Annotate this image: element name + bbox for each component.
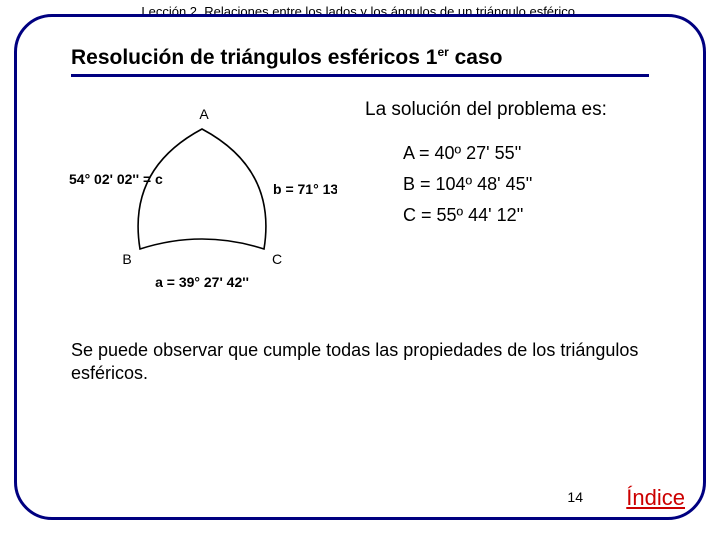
title-post: caso (449, 46, 503, 69)
observation-text: Se puede observar que cumple todas las p… (71, 339, 649, 386)
vertex-A-label: A (199, 106, 209, 122)
index-link[interactable]: Índice (626, 485, 685, 511)
slide-title: Resolución de triángulos esféricos 1er c… (71, 45, 649, 70)
spherical-triangle-diagram: A B C 54° 02' 02'' = c b = 71° 13' 15'' … (67, 99, 337, 299)
solution-A: A = 40º 27' 55'' (403, 143, 663, 164)
solution-column: La solución del problema es: A = 40º 27'… (365, 99, 663, 299)
side-a-label: a = 39° 27' 42'' (155, 274, 249, 290)
solution-B: B = 104º 48' 45'' (403, 174, 663, 195)
title-rule (71, 74, 649, 77)
vertex-B-label: B (122, 251, 131, 267)
title-pre: Resolución de triángulos esféricos 1 (71, 46, 437, 69)
page-number: 14 (567, 489, 583, 505)
diagram-column: A B C 54° 02' 02'' = c b = 71° 13' 15'' … (57, 99, 347, 299)
solution-C: C = 55º 44' 12'' (403, 205, 663, 226)
vertex-C-label: C (272, 251, 282, 267)
side-c-label: 54° 02' 02'' = c (69, 171, 163, 187)
content-row: A B C 54° 02' 02'' = c b = 71° 13' 15'' … (57, 99, 663, 299)
solution-heading: La solución del problema es: (365, 99, 663, 121)
side-b-label: b = 71° 13' 15'' (273, 181, 337, 197)
title-sup: er (437, 45, 448, 59)
slide-frame: Resolución de triángulos esféricos 1er c… (14, 14, 706, 520)
triangle-path (138, 129, 266, 249)
